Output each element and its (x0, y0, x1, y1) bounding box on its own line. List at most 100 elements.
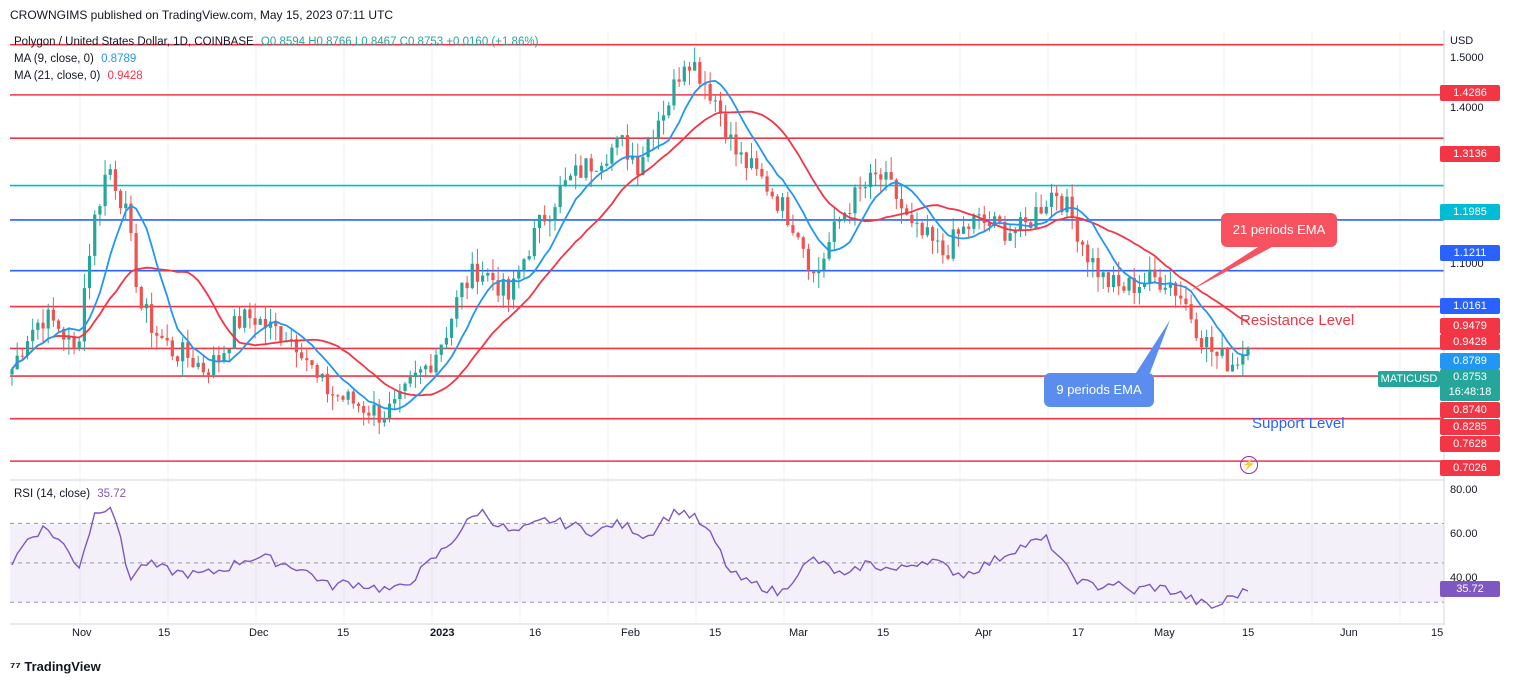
candle-body (517, 270, 521, 279)
candle-body (1142, 283, 1147, 287)
candle-body (46, 309, 50, 329)
candle-body (449, 318, 454, 338)
candle-body (1189, 304, 1193, 320)
candle-body (677, 79, 681, 82)
candle-body (413, 372, 417, 378)
tradingview-footer[interactable]: ⁷⁷ TradingView (10, 659, 101, 674)
candle-body (155, 332, 159, 336)
candle-body (1205, 336, 1209, 348)
candle-body (987, 223, 992, 227)
candle-body (543, 214, 547, 222)
candle-body (346, 391, 350, 400)
rsi-current-label: 35.72 (1440, 581, 1500, 597)
candle-body (31, 329, 35, 342)
candle-body (548, 219, 552, 222)
ma21-legend[interactable]: MA (21, close, 0) 0.9428 (14, 70, 143, 82)
candle-body (212, 355, 216, 375)
candle-body (749, 158, 754, 168)
candle-body (625, 135, 630, 160)
candle-body (760, 168, 764, 177)
alert-icon[interactable]: ⚡ (1240, 456, 1258, 474)
candle-body (408, 377, 412, 384)
candle-body (356, 403, 361, 407)
candle-body (1049, 192, 1054, 207)
candle-body (1179, 295, 1183, 299)
candle-body (87, 255, 92, 289)
candle-body (362, 406, 366, 413)
x-tick-15: Jun (1340, 627, 1358, 639)
candle-body (615, 137, 619, 148)
candle-body (1122, 286, 1126, 291)
price-tick-3: 1.1000 (1450, 258, 1484, 270)
candle-body (118, 190, 123, 209)
candle-body (920, 222, 924, 236)
candle-body (630, 157, 635, 160)
candle-body (460, 282, 464, 298)
candle-body (563, 180, 567, 186)
candle-body (274, 321, 278, 327)
candle-body (899, 198, 904, 209)
candle-body (863, 187, 867, 189)
candle-body (972, 215, 976, 229)
ma9-line (11, 79, 1249, 411)
ma9-label: MA (9, close, 0) (14, 53, 94, 65)
candle-body (718, 100, 723, 114)
x-tick-3: Dec (249, 627, 269, 639)
ma21-value: 0.9428 (107, 70, 143, 82)
candle-body (387, 403, 392, 419)
price-label-11: 0.7628 (1440, 436, 1500, 452)
candle-body (1117, 275, 1121, 287)
candle-body (279, 326, 283, 342)
candle-body (843, 212, 847, 221)
candle-body (568, 175, 573, 181)
price-label-12: 0.7026 (1440, 460, 1500, 476)
candle-body (636, 157, 640, 176)
candle-body (465, 282, 469, 289)
horizontal-levels[interactable] (10, 43, 1444, 462)
ema9-callout-pointer (1136, 320, 1170, 373)
candle-body (429, 365, 433, 373)
candle-body (1241, 355, 1245, 365)
x-tick-9: Mar (789, 627, 808, 639)
ma21-line (11, 110, 1249, 397)
price-tick-1: 1.5000 (1450, 52, 1484, 64)
candle-body (817, 269, 821, 274)
candle-body (605, 163, 609, 166)
ma9-legend[interactable]: MA (9, close, 0) 0.8789 (14, 53, 136, 65)
candle-body (444, 337, 449, 345)
candle-body (755, 158, 759, 169)
rsi-legend[interactable]: RSI (14, close) 35.72 (14, 488, 126, 500)
price-label-4: 1.1211 (1440, 245, 1500, 261)
candle-body (1075, 217, 1079, 242)
candle-body (1225, 348, 1229, 372)
x-tick-12: 17 (1072, 627, 1085, 639)
rsi-label: RSI (14, close) (14, 488, 91, 500)
candle-body (1111, 275, 1116, 288)
ema21-callout: 21 periods EMA (1221, 213, 1337, 247)
rsi-value: 35.72 (97, 488, 127, 500)
candle-body (377, 404, 381, 423)
candle-body (998, 216, 1002, 222)
candle-body (703, 83, 707, 85)
candle-body (512, 278, 516, 300)
candle-body (672, 79, 676, 106)
candle-body (434, 354, 438, 373)
price-label-7: 0.9428 (1440, 334, 1500, 350)
candle-body (1194, 319, 1198, 339)
candle-body (910, 214, 914, 223)
candle-body (124, 203, 128, 209)
candle-body (1106, 272, 1110, 288)
candle-body (10, 369, 14, 375)
candle-body (336, 395, 340, 397)
candle-body (946, 255, 950, 259)
x-tick-4: 15 (337, 627, 350, 639)
candle-body (501, 279, 505, 296)
candle-body (263, 318, 268, 328)
candle-body (331, 394, 335, 396)
candle-body (300, 352, 304, 359)
candle-body (951, 229, 955, 259)
candle-body (801, 237, 805, 249)
candle-body (1215, 351, 1219, 356)
candle-body (108, 169, 112, 175)
